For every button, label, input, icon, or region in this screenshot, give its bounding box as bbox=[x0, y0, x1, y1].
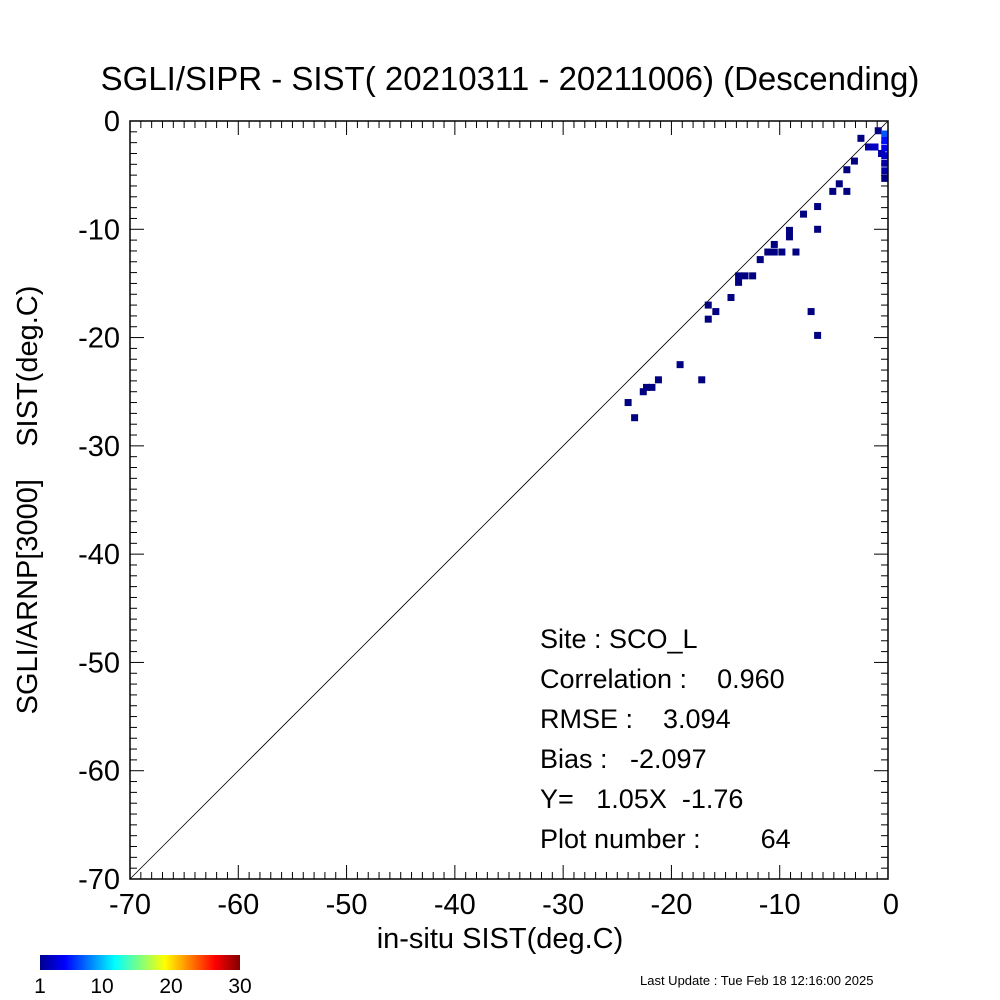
data-point bbox=[631, 414, 639, 422]
data-point bbox=[741, 272, 749, 280]
data-point bbox=[881, 144, 889, 152]
data-point bbox=[643, 383, 651, 391]
x-tick-label: -20 bbox=[650, 889, 692, 921]
data-point bbox=[881, 159, 889, 167]
reference-line bbox=[129, 120, 889, 880]
data-point bbox=[881, 167, 889, 175]
x-axis-label: in-situ SIST(deg.C) bbox=[377, 923, 624, 955]
data-point bbox=[857, 134, 865, 142]
stat-correlation: Correlation : 0.960 bbox=[540, 664, 785, 694]
colorbar bbox=[40, 955, 240, 970]
data-point bbox=[881, 136, 889, 144]
stat-plot-number: Plot number : 64 bbox=[540, 824, 791, 854]
data-point bbox=[624, 399, 632, 407]
data-point bbox=[654, 376, 662, 384]
chart-title: SGLI/SIPR - SIST( 20210311 - 20211006) (… bbox=[101, 60, 920, 97]
data-point bbox=[698, 376, 706, 384]
data-point bbox=[881, 152, 889, 160]
data-point bbox=[676, 361, 684, 369]
stat-fit: Y= 1.05X -1.76 bbox=[540, 784, 743, 814]
data-point bbox=[704, 301, 712, 309]
data-point bbox=[778, 248, 786, 256]
data-point bbox=[704, 315, 712, 323]
colorbar-tick-label: 1 bbox=[34, 975, 46, 998]
data-point bbox=[835, 180, 843, 188]
data-point bbox=[785, 233, 793, 241]
data-point bbox=[749, 272, 757, 280]
data-point bbox=[850, 157, 858, 165]
data-point bbox=[814, 203, 822, 211]
data-point bbox=[807, 308, 815, 316]
x-tick-label: -50 bbox=[326, 889, 368, 921]
data-point bbox=[764, 248, 772, 256]
density-points bbox=[624, 127, 889, 422]
data-point bbox=[756, 256, 764, 264]
colorbar-labels: 1 10 20 30 bbox=[34, 975, 252, 998]
y-tick-label: -30 bbox=[78, 431, 120, 463]
colorbar-tick-label: 10 bbox=[90, 975, 113, 998]
data-point bbox=[639, 388, 647, 396]
colorbar-tick-label: 30 bbox=[228, 975, 251, 998]
stats-box: Site : SCO_L Correlation : 0.960 RMSE : … bbox=[540, 624, 791, 854]
stat-rmse: RMSE : 3.094 bbox=[540, 704, 731, 734]
x-tick-label: 0 bbox=[883, 889, 899, 921]
y-tick-label: -60 bbox=[78, 756, 120, 788]
axis-tick-labels: -70 -60 -50 -40 -30 -20 -10 0 0 -10 -20 -30 -40 -50 -6… bbox=[78, 106, 899, 921]
y-axis-label: SGLI/ARNP[3000] SIST(deg.C) bbox=[12, 286, 44, 715]
stat-bias: Bias : -2.097 bbox=[540, 744, 707, 774]
y-tick-label: 0 bbox=[104, 106, 120, 138]
data-point bbox=[735, 278, 743, 286]
data-point bbox=[881, 130, 889, 138]
stat-site: Site : SCO_L bbox=[540, 624, 698, 654]
data-point bbox=[770, 240, 778, 248]
data-point bbox=[800, 210, 808, 218]
data-point bbox=[874, 127, 882, 135]
y-tick-label: -40 bbox=[78, 539, 120, 571]
data-point bbox=[712, 308, 720, 316]
data-point bbox=[727, 294, 735, 302]
data-point bbox=[814, 331, 822, 339]
plot-frame bbox=[129, 120, 889, 880]
y-tick-label: -20 bbox=[78, 323, 120, 355]
data-point bbox=[785, 226, 793, 234]
data-point bbox=[829, 187, 837, 195]
y-tick-label: -50 bbox=[78, 647, 120, 679]
data-point bbox=[843, 187, 851, 195]
data-point bbox=[814, 225, 822, 233]
data-point bbox=[648, 383, 656, 391]
x-tick-label: -30 bbox=[542, 889, 584, 921]
colorbar-tick-label: 20 bbox=[159, 975, 182, 998]
x-tick-label: -60 bbox=[217, 889, 259, 921]
data-point bbox=[770, 248, 778, 256]
data-point bbox=[792, 248, 800, 256]
x-tick-label: -40 bbox=[434, 889, 476, 921]
y-tick-label: -70 bbox=[78, 864, 120, 896]
x-tick-label: -10 bbox=[759, 889, 801, 921]
data-point bbox=[843, 166, 851, 174]
data-point bbox=[735, 272, 743, 280]
last-update: Last Update : Tue Feb 18 12:16:00 2025 bbox=[640, 973, 873, 988]
data-point bbox=[871, 143, 879, 151]
y-tick-label: -10 bbox=[78, 214, 120, 246]
x-tick-label: -70 bbox=[109, 889, 151, 921]
data-point bbox=[865, 143, 873, 151]
data-point bbox=[881, 174, 889, 182]
